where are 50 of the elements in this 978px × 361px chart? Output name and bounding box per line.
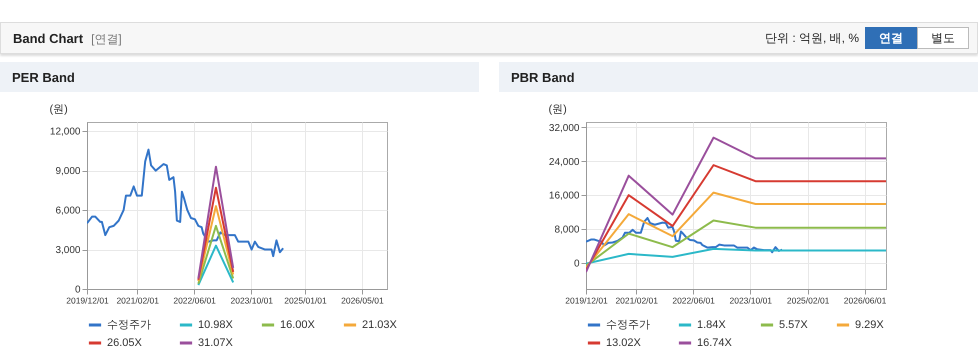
y-tick-label: 6,000	[55, 206, 81, 217]
x-tick-label: 2022/06/01	[173, 296, 216, 306]
text: 연결	[865, 27, 917, 49]
y-tick-label: 24,000	[548, 156, 580, 168]
legend-label: 10.98X	[198, 319, 234, 331]
line-series	[586, 192, 886, 269]
line-series	[87, 148, 284, 258]
x-tick-label: 2026/06/01	[844, 296, 887, 306]
y-tick-label: 32,000	[548, 122, 580, 134]
y-tick-label: 3,000	[55, 245, 81, 256]
legend-label: 16.00X	[280, 319, 316, 331]
legend-label: 31.07X	[198, 337, 234, 349]
legend-label: 26.05X	[107, 337, 143, 349]
y-tick-label: 0	[574, 258, 580, 270]
y-axis-title: (원)	[548, 104, 567, 116]
text: Band Chart	[13, 31, 84, 46]
y-tick-label: 8,000	[554, 224, 580, 236]
text: 별도	[917, 27, 969, 49]
y-tick-label: 16,000	[548, 190, 580, 202]
x-tick-label: 2025/02/01	[786, 296, 830, 306]
legend-label: 1.84X	[697, 319, 726, 331]
y-tick-label: 9,000	[55, 166, 81, 178]
y-tick-label: 0	[74, 284, 81, 296]
x-tick-label: 2021/02/01	[615, 296, 658, 306]
chart-title: PBR Band	[511, 70, 575, 85]
y-axis-title: (원)	[50, 104, 68, 116]
x-tick-label: 2025/01/01	[284, 296, 328, 306]
legend-label: 13.02X	[606, 337, 642, 349]
legend-label: 수정주가	[107, 319, 151, 331]
line-series	[586, 248, 886, 265]
text: [연결]	[91, 32, 122, 46]
text: 단위 : 억원, 배, %	[764, 30, 859, 46]
line-series	[586, 164, 886, 271]
x-tick-label: 2023/10/01	[729, 296, 772, 306]
x-tick-label: 2019/12/01	[66, 296, 110, 306]
chart-title: PER Band	[12, 70, 75, 85]
legend-label: 수정주가	[606, 319, 650, 331]
line-series	[586, 216, 784, 254]
legend-label: 5.57X	[779, 319, 808, 331]
line-series	[586, 136, 886, 274]
x-tick-label: 2019/12/01	[565, 296, 608, 306]
legend-label: 21.03X	[362, 319, 398, 331]
legend-label: 9.29X	[855, 319, 884, 331]
legend-label: 16.74X	[697, 337, 733, 349]
x-tick-label: 2023/10/01	[230, 296, 274, 306]
line-series	[586, 220, 886, 267]
y-tick-label: 12,000	[50, 126, 81, 138]
x-tick-label: 2021/02/01	[116, 296, 160, 306]
x-tick-label: 2022/06/01	[672, 296, 716, 306]
x-tick-label: 2026/05/01	[341, 296, 384, 306]
